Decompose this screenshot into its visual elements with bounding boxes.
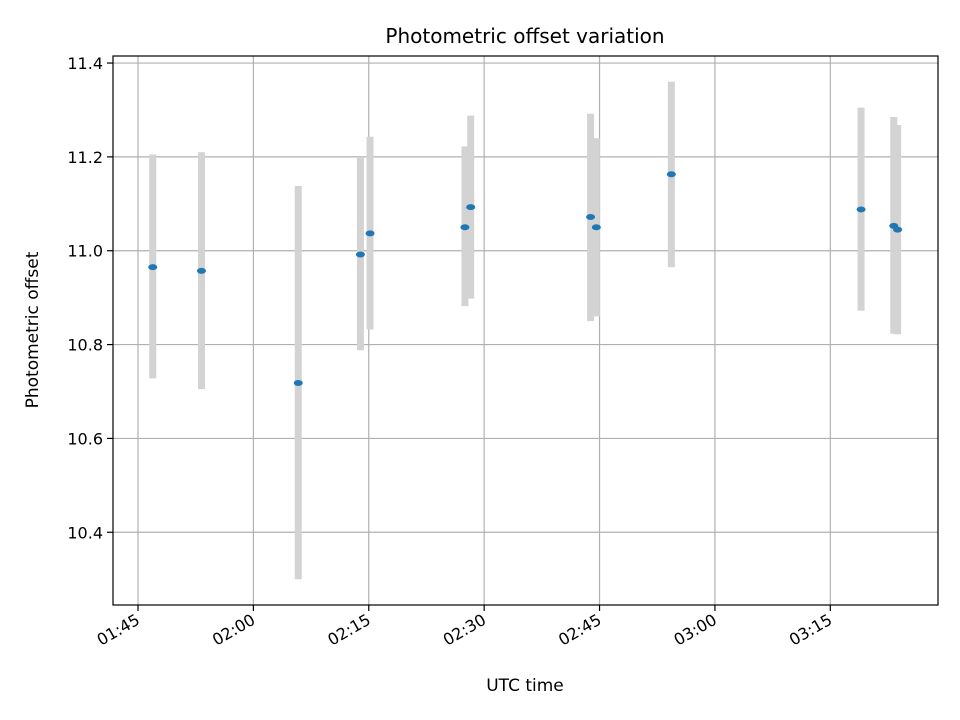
chart-title: Photometric offset variation <box>385 24 664 48</box>
y-tick-label: 11.4 <box>67 54 103 73</box>
data-point <box>365 230 375 237</box>
data-point <box>460 224 470 231</box>
data-point <box>355 251 365 258</box>
data-point <box>586 213 596 220</box>
data-point <box>591 224 601 231</box>
y-tick-label: 10.8 <box>67 336 103 355</box>
data-point <box>148 264 158 271</box>
data-point <box>293 380 303 387</box>
data-point <box>856 206 866 213</box>
y-axis-title: Photometric offset <box>23 251 43 408</box>
data-point <box>466 204 476 211</box>
y-tick-label: 10.4 <box>67 523 103 542</box>
x-axis-title: UTC time <box>486 676 564 696</box>
data-points <box>148 171 903 387</box>
data-point <box>196 267 206 274</box>
y-tick-label: 10.6 <box>67 429 103 448</box>
y-tick-label: 11.0 <box>67 242 103 261</box>
data-point <box>666 171 676 178</box>
plot-frame <box>112 55 939 606</box>
y-tick-label: 11.2 <box>67 148 103 167</box>
data-point <box>893 226 903 233</box>
